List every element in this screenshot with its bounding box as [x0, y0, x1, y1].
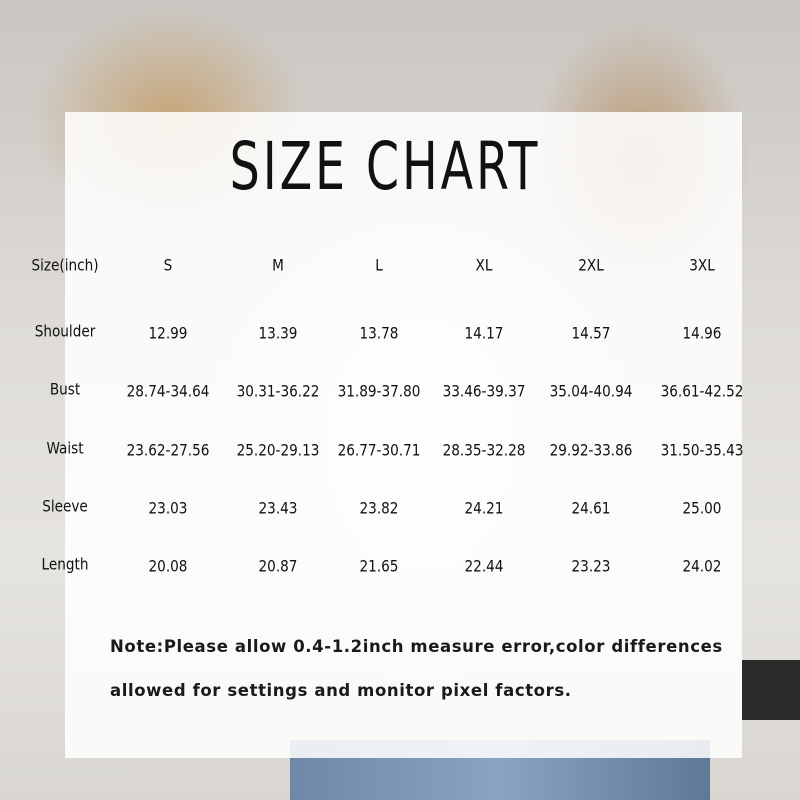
table-cell: 23.82 — [356, 499, 402, 518]
table-cell-text: 23.23 — [571, 556, 611, 576]
header-cell-text: XL — [475, 255, 493, 275]
table-cell-text: 35.04-40.94 — [549, 381, 633, 401]
header-cell: 2XL — [576, 256, 606, 275]
table-cell: 28.35-32.28 — [435, 441, 532, 460]
table-cell-text: 23.82 — [359, 498, 399, 518]
row-label: Length — [37, 555, 92, 574]
table-cell-text: 30.31-36.22 — [236, 381, 320, 401]
table-cell: 29.92-33.86 — [542, 441, 639, 460]
table-cell-text: 29.92-33.86 — [549, 440, 633, 460]
table-cell: 25.00 — [679, 499, 725, 518]
table-cell: 20.08 — [145, 557, 191, 576]
table-cell-text: 24.02 — [682, 556, 722, 576]
header-cell: 3XL — [687, 256, 717, 275]
size-chart-panel — [65, 112, 742, 758]
table-cell-text: 36.61-42.52 — [660, 381, 744, 401]
header-cell-text: 3XL — [689, 255, 715, 275]
table-cell-text: 20.08 — [148, 556, 188, 576]
table-cell: 13.78 — [356, 324, 402, 343]
table-cell-text: 20.87 — [258, 556, 298, 576]
table-cell: 14.96 — [679, 324, 725, 343]
note-line-2: allowed for settings and monitor pixel f… — [110, 681, 572, 700]
table-cell: 31.89-37.80 — [330, 382, 427, 401]
row-label: Bust — [47, 380, 83, 399]
header-cell: Size(inch) — [26, 256, 105, 275]
row-label-text: Shoulder — [34, 321, 96, 341]
table-cell-text: 28.35-32.28 — [442, 440, 526, 460]
table-cell: 14.17 — [461, 324, 507, 343]
header-cell-text: L — [375, 255, 383, 275]
note-line-1: Note:Please allow 0.4-1.2inch measure er… — [110, 637, 723, 656]
table-cell-text: 22.44 — [464, 556, 504, 576]
table-cell-text: 31.50-35.43 — [660, 440, 744, 460]
table-cell-text: 23.62-27.56 — [126, 440, 210, 460]
header-cell: M — [271, 256, 285, 275]
header-cell-text: M — [272, 255, 284, 275]
row-label-text: Length — [41, 554, 89, 574]
table-cell: 21.65 — [356, 557, 402, 576]
table-cell-text: 23.43 — [258, 498, 298, 518]
table-cell: 20.87 — [255, 557, 301, 576]
table-cell-text: 24.61 — [571, 498, 611, 518]
table-cell: 33.46-39.37 — [435, 382, 532, 401]
header-cell: L — [375, 256, 384, 275]
table-cell: 26.77-30.71 — [330, 441, 427, 460]
table-cell-text: 12.99 — [148, 323, 188, 343]
table-cell: 24.61 — [568, 499, 614, 518]
row-label-text: Sleeve — [42, 496, 88, 516]
background-object — [742, 660, 800, 720]
table-cell-text: 25.20-29.13 — [236, 440, 320, 460]
table-cell: 36.61-42.52 — [653, 382, 750, 401]
table-cell-text: 24.21 — [464, 498, 504, 518]
table-cell: 23.23 — [568, 557, 614, 576]
table-cell-text: 21.65 — [359, 556, 399, 576]
table-cell-text: 31.89-37.80 — [337, 381, 421, 401]
table-cell-text: 28.74-34.64 — [126, 381, 210, 401]
row-label-text: Waist — [46, 438, 84, 458]
table-cell-text: 14.96 — [682, 323, 722, 343]
table-cell: 24.21 — [461, 499, 507, 518]
table-cell: 14.57 — [568, 324, 614, 343]
table-cell: 25.20-29.13 — [229, 441, 326, 460]
table-cell: 23.62-27.56 — [119, 441, 216, 460]
table-cell-text: 23.03 — [148, 498, 188, 518]
header-cell: XL — [474, 256, 494, 275]
table-cell: 30.31-36.22 — [229, 382, 326, 401]
table-cell-text: 33.46-39.37 — [442, 381, 526, 401]
table-cell: 24.02 — [679, 557, 725, 576]
table-cell-text: 14.57 — [571, 323, 611, 343]
row-label-text: Bust — [49, 379, 81, 399]
table-cell: 13.39 — [255, 324, 301, 343]
table-cell-text: 14.17 — [464, 323, 504, 343]
header-cell-text: 2XL — [578, 255, 604, 275]
table-cell-text: 13.39 — [258, 323, 298, 343]
row-label: Waist — [43, 439, 87, 458]
page-title: SIZE CHART — [229, 128, 541, 205]
header-cell-text: S — [163, 255, 173, 275]
table-cell-text: 26.77-30.71 — [337, 440, 421, 460]
table-cell: 31.50-35.43 — [653, 441, 750, 460]
table-cell: 23.03 — [145, 499, 191, 518]
table-cell: 35.04-40.94 — [542, 382, 639, 401]
table-cell-text: 13.78 — [359, 323, 399, 343]
row-label: Sleeve — [38, 497, 92, 516]
header-cell: S — [163, 256, 173, 275]
header-cell-text: Size(inch) — [31, 255, 99, 275]
table-cell: 22.44 — [461, 557, 507, 576]
table-cell-text: 25.00 — [682, 498, 722, 518]
table-cell: 28.74-34.64 — [119, 382, 216, 401]
table-cell: 23.43 — [255, 499, 301, 518]
row-label: Shoulder — [29, 322, 100, 341]
table-cell: 12.99 — [145, 324, 191, 343]
